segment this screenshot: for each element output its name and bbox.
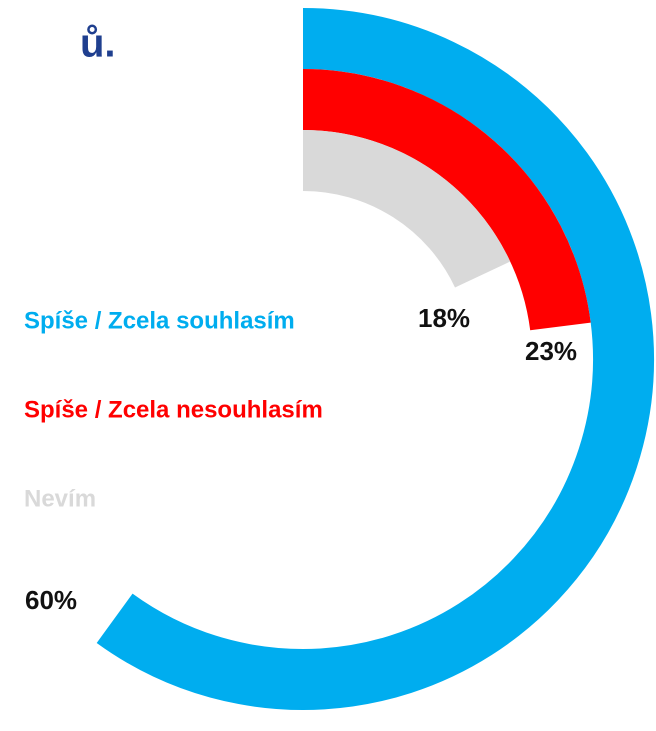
value-label: 18%: [418, 303, 470, 333]
value-label: 23%: [525, 336, 577, 366]
legend-label: Nevím: [24, 485, 96, 512]
arc-bar: [302, 69, 591, 331]
legend-label: Spíše / Zcela nesouhlasím: [24, 396, 323, 423]
value-label: 60%: [25, 585, 77, 615]
arc-bar: [302, 130, 511, 289]
chart-title: ů.: [80, 22, 116, 66]
arc-bar: [96, 8, 654, 710]
legend-label: Spíše / Zcela souhlasím: [24, 307, 295, 334]
